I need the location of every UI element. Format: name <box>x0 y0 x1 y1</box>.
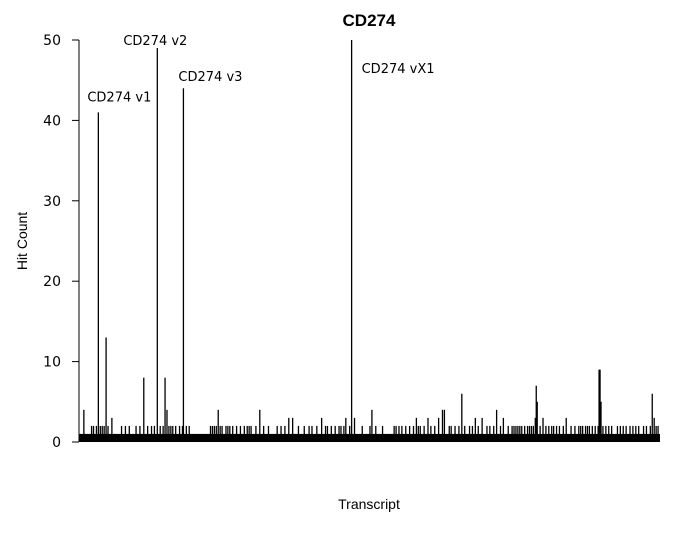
annotation-label: CD274 vX1 <box>362 62 435 77</box>
y-tick-label: 50 <box>43 33 61 49</box>
y-tick-label: 40 <box>43 113 61 129</box>
y-axis-label: Hit Count <box>14 212 30 270</box>
baseline-bars <box>79 433 660 442</box>
chart-title: CD274 <box>343 11 396 30</box>
annotation-label: CD274 v1 <box>87 90 151 105</box>
x-axis-label: Transcript <box>338 496 400 512</box>
y-axis-ticks: 0 10 20 30 40 50 <box>43 33 79 451</box>
bars <box>79 40 660 442</box>
annotations: CD274 v1 CD274 v2 CD274 v3 CD274 vX1 <box>87 34 434 105</box>
y-tick-label: 0 <box>52 435 61 451</box>
y-tick-label: 20 <box>43 274 61 290</box>
annotation-label: CD274 v3 <box>178 70 242 85</box>
y-tick-label: 10 <box>43 355 61 371</box>
y-tick-label: 30 <box>43 194 61 210</box>
annotation-label: CD274 v2 <box>123 34 187 49</box>
